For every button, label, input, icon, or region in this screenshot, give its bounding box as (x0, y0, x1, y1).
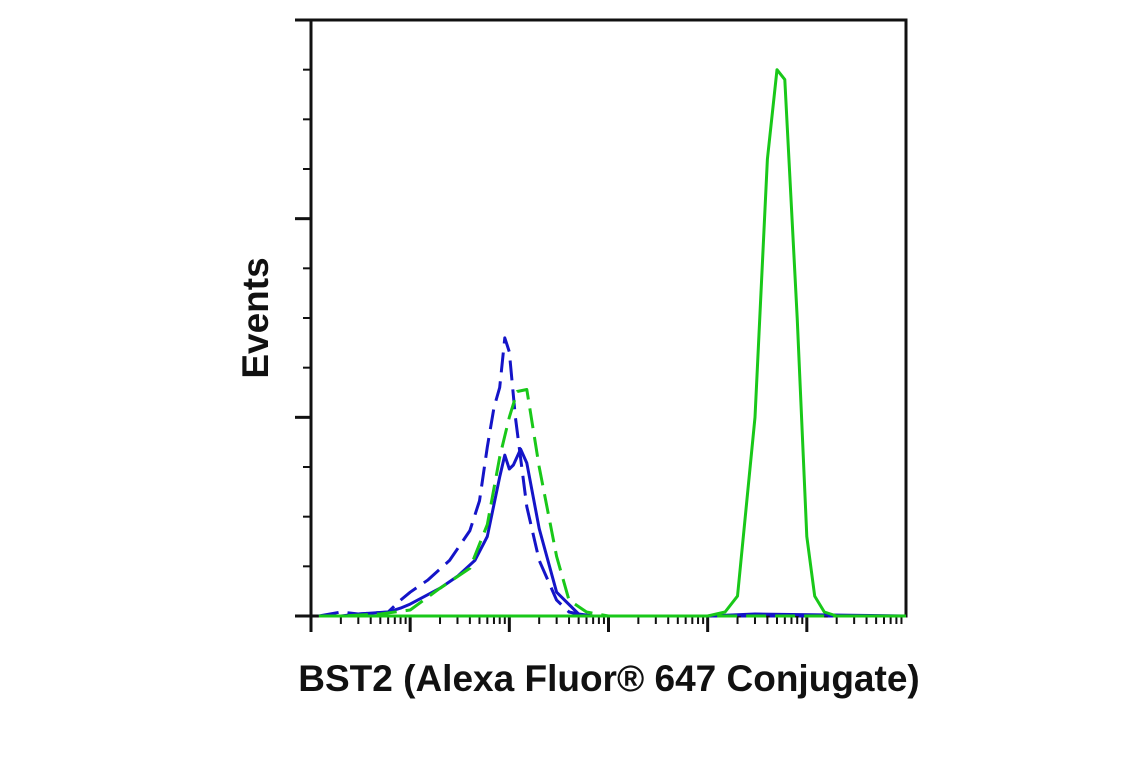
y-axis-ticks (295, 18, 311, 618)
series-line-3 (318, 388, 906, 618)
plot-frame (309, 18, 908, 618)
series-line-4 (318, 68, 906, 618)
series-line-2 (318, 336, 906, 618)
y-axis-title: Events (235, 257, 276, 378)
x-axis-ticks (309, 616, 903, 632)
series-line-1 (318, 447, 907, 618)
series-layer (318, 68, 907, 618)
x-axis-title: BST2 (Alexa Fluor® 647 Conjugate) (298, 658, 919, 699)
